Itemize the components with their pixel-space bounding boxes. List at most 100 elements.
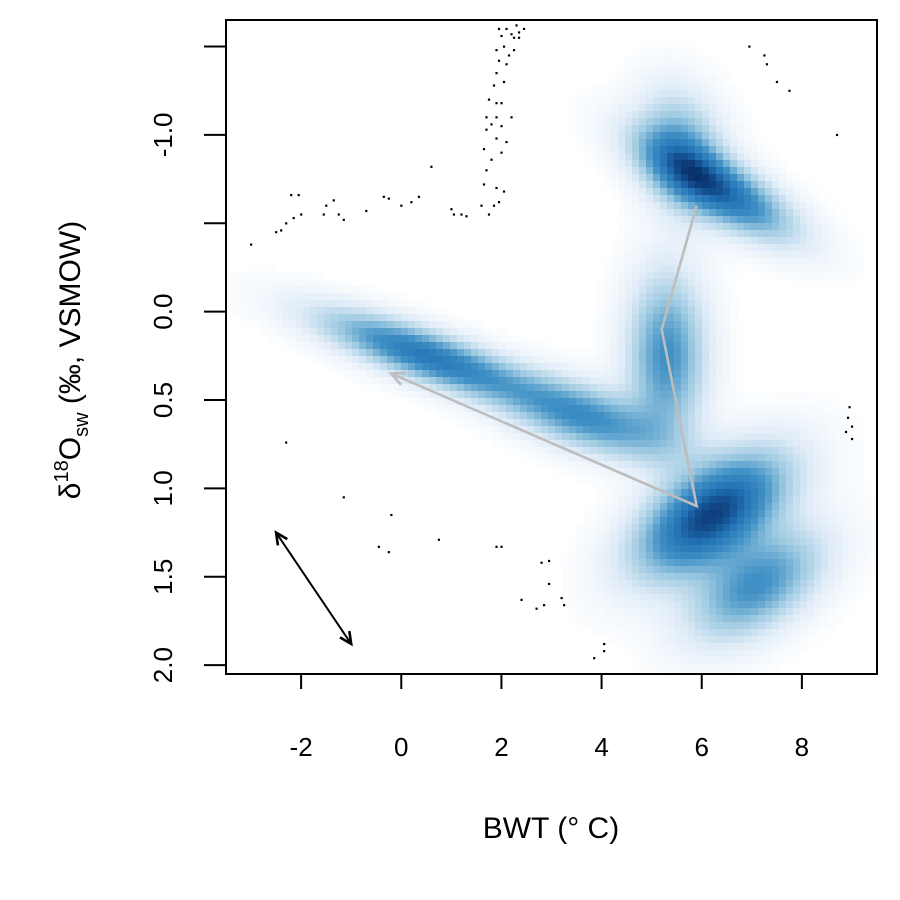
heatmap-cell [569,384,577,392]
heatmap-cell [674,363,682,371]
heatmap-cell [639,615,647,623]
heatmap-cell [681,153,689,161]
heatmap-cell [751,489,759,497]
heatmap-cell [744,531,752,539]
heatmap-cell [660,216,668,224]
heatmap-cell [730,167,738,175]
heatmap-cell [618,230,626,238]
heatmap-cell [821,601,829,609]
heatmap-cell [324,293,332,301]
heatmap-cell [828,209,836,217]
heatmap-cell [611,573,619,581]
heatmap-cell [709,202,717,210]
heatmap-cell [639,496,647,504]
heatmap-cell [667,195,675,203]
heatmap-cell [380,377,388,385]
heatmap-cell [709,573,717,581]
heatmap-cell [779,566,787,574]
heatmap-cell [674,146,682,154]
heatmap-cell [590,146,598,154]
heatmap-cell [779,643,787,651]
heatmap-cell [576,370,584,378]
heatmap-cell [765,650,773,658]
heatmap-cell [681,181,689,189]
heatmap-cell [723,524,731,532]
heatmap-cell [793,188,801,196]
heatmap-cell [667,657,675,665]
heatmap-cell [366,314,374,322]
heatmap-cell [723,244,731,252]
heatmap-cell [779,559,787,567]
heatmap-cell [415,321,423,329]
heatmap-cell [541,377,549,385]
heatmap-cell [688,62,696,70]
heatmap-cell [667,258,675,266]
heatmap-cell [828,587,836,595]
heatmap-cell [254,314,262,322]
heatmap-cell [618,62,626,70]
heatmap-cell [632,489,640,497]
heatmap-cell [674,608,682,616]
heatmap-cell [653,664,661,672]
heatmap-cell [261,279,269,287]
heatmap-cell [758,559,766,567]
heatmap-cell [646,622,654,630]
heatmap-cell [604,629,612,637]
heatmap-cell [681,174,689,182]
heatmap-cell [289,272,297,280]
data-point [390,513,393,517]
heatmap-cell [583,363,591,371]
heatmap-cell [646,321,654,329]
heatmap-cell [772,391,780,399]
heatmap-cell [681,664,689,672]
heatmap-cell [576,125,584,133]
heatmap-cell [681,265,689,273]
heatmap-cell [611,405,619,413]
data-point [342,218,345,221]
heatmap-cell [800,447,808,455]
heatmap-cell [716,370,724,378]
heatmap-cell [674,510,682,518]
heatmap-cell [268,300,276,308]
data-point [492,204,496,207]
heatmap-cell [254,300,262,308]
heatmap-cell [667,622,675,630]
heatmap-cell [590,139,598,147]
heatmap-cell [625,55,633,63]
heatmap-cell [359,307,367,315]
heatmap-cell [800,468,808,476]
heatmap-cell [590,566,598,574]
heatmap-cell [695,363,703,371]
heatmap-cell [513,447,521,455]
heatmap-cell [625,76,633,84]
heatmap-cell [562,559,570,567]
heatmap-cell [814,608,822,616]
heatmap-cell [681,559,689,567]
heatmap-cell [443,391,451,399]
heatmap-cell [709,188,717,196]
heatmap-cell [569,580,577,588]
heatmap-cell [310,307,318,315]
heatmap-cell [786,188,794,196]
heatmap-cell [681,657,689,665]
heatmap-cell [590,328,598,336]
heatmap-cell [674,377,682,385]
heatmap-cell [618,335,626,343]
heatmap-cell [471,328,479,336]
heatmap-cell [681,139,689,147]
heatmap-cell [695,517,703,525]
heatmap-cell [625,496,633,504]
heatmap-cell [667,482,675,490]
heatmap-cell [317,335,325,343]
heatmap-cell [625,286,633,294]
heatmap-cell [667,146,675,154]
heatmap-cell [856,272,864,280]
heatmap-cell [786,643,794,651]
heatmap-cell [471,426,479,434]
heatmap-cell [618,580,626,588]
heatmap-cell [772,202,780,210]
heatmap-cell [639,209,647,217]
heatmap-cell [737,139,745,147]
heatmap-cell [730,454,738,462]
heatmap-cell [779,573,787,581]
